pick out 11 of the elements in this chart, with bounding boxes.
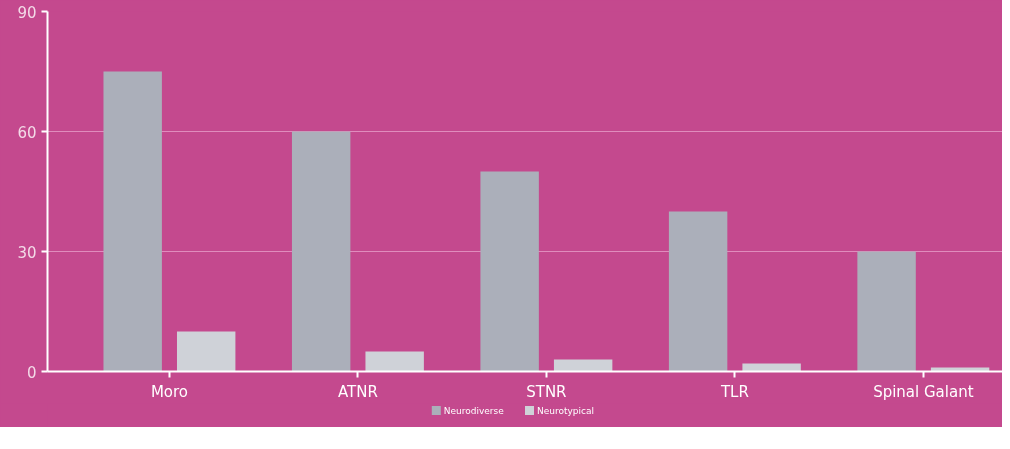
x-tick-label: Spinal Galant — [873, 382, 974, 401]
x-tick-label: TLR — [719, 382, 749, 401]
y-tick-label: 60 — [17, 123, 37, 142]
y-tick-label: 30 — [17, 243, 37, 262]
x-tick-label: ATNR — [337, 382, 378, 401]
legend-label: Neurodiverse — [443, 405, 505, 416]
y-tick-label: 0 — [26, 363, 37, 382]
x-tick-label: Moro — [150, 382, 189, 401]
legend-label: Neurotypical — [537, 405, 595, 416]
x-tick-label: STNR — [526, 382, 567, 401]
y-tick-label: 90 — [17, 3, 37, 22]
